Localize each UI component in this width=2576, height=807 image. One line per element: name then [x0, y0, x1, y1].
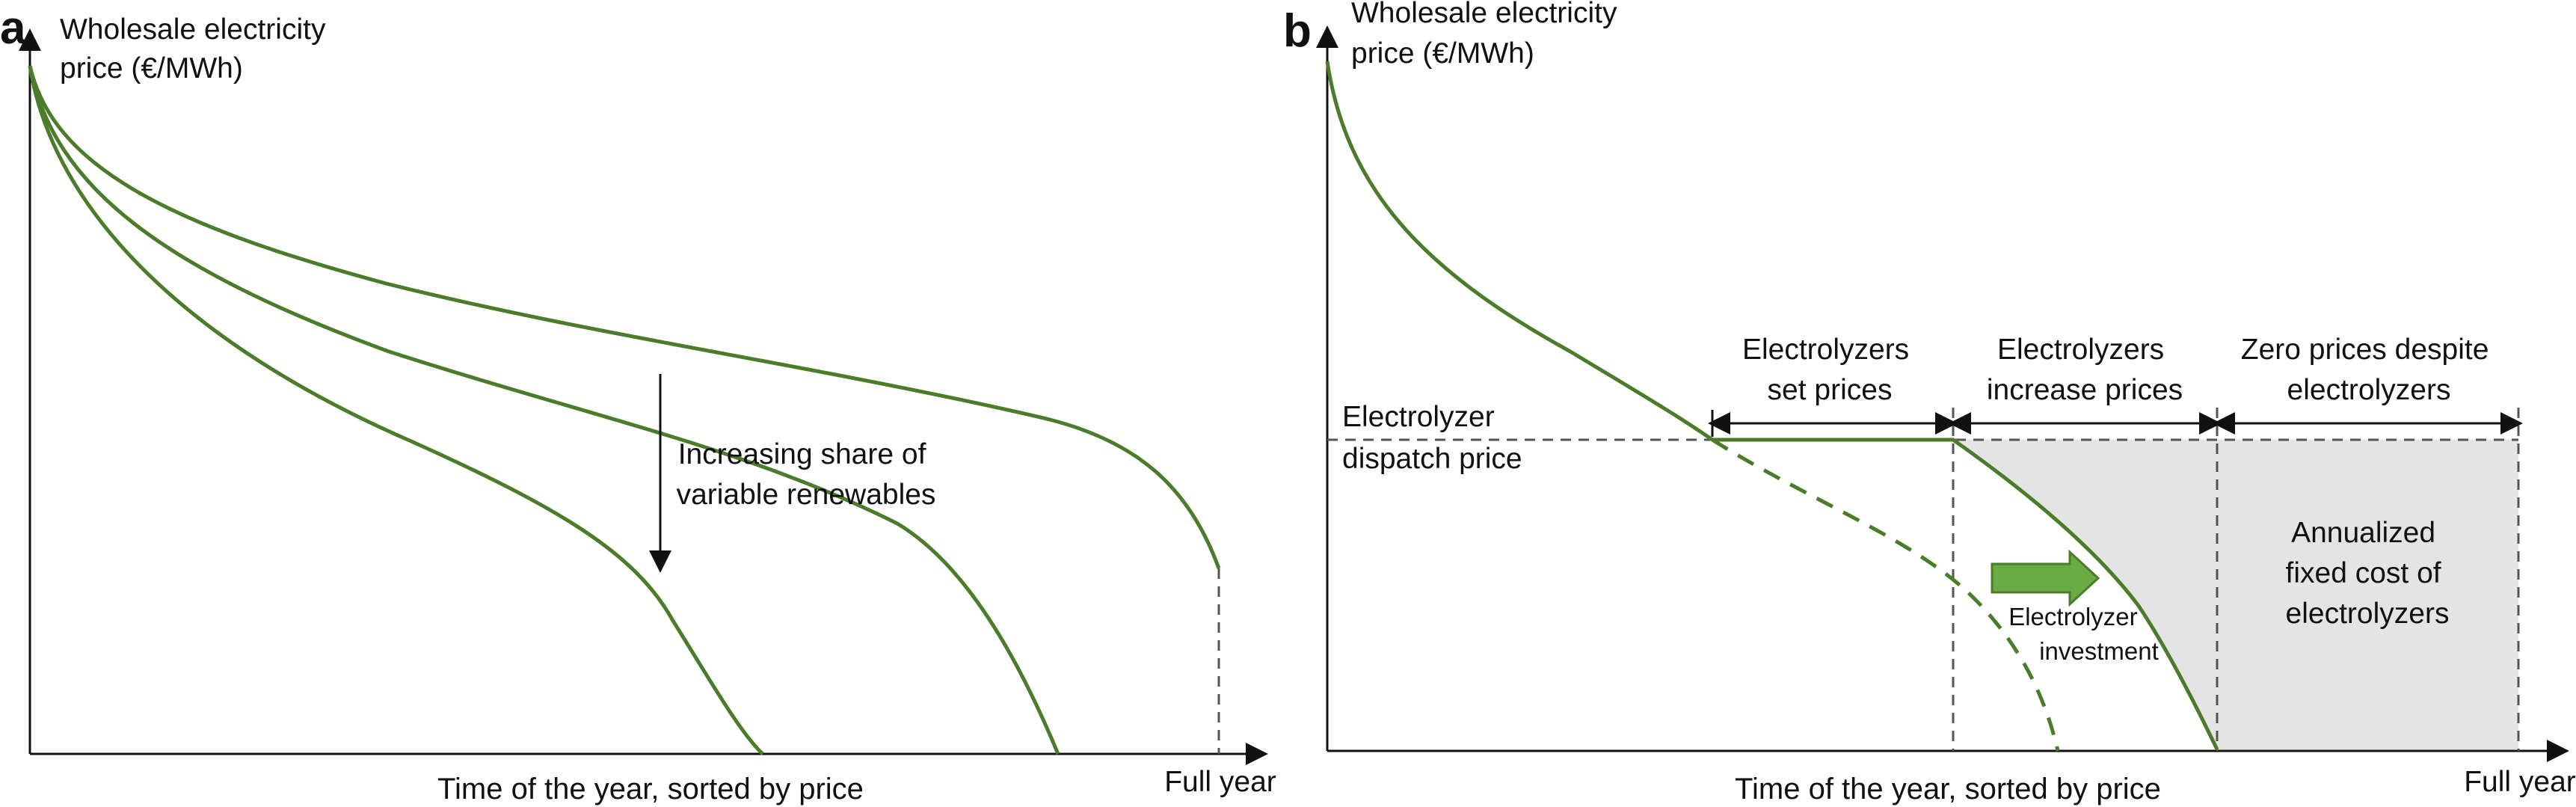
panel-b-investment-line1: Electrolyzer: [2008, 603, 2137, 630]
panel-a-y-label-line2: price (€/MWh): [60, 52, 243, 85]
panel-b-fixed-cost-line2: fixed cost of: [2286, 557, 2441, 589]
panel-b-region-2-line2: increase prices: [1987, 374, 2183, 406]
panel-b-full-year-label: Full year: [2464, 766, 2576, 798]
panel-b-dispatch-line2: dispatch price: [1342, 443, 1522, 475]
panel-a-curve-low-renewables: [28, 65, 1221, 569]
panel-b-fixed-cost-area: [1953, 440, 2518, 749]
panel-b: b Wholesale electricity price (€/MWh) El…: [1283, 0, 2576, 806]
panel-a-annotation-line2: variable renewables: [677, 479, 936, 511]
panel-a: a Wholesale electricity price (€/MWh) In…: [0, 2, 1276, 806]
panel-a-full-year-label: Full year: [1164, 766, 1276, 798]
panel-b-investment-arrow-icon: [1991, 549, 2100, 607]
panel-b-region-3-line2: electrolyzers: [2287, 374, 2451, 406]
panel-b-letter: b: [1283, 5, 1312, 57]
panel-a-annotation: Increasing share of variable renewables: [677, 438, 936, 511]
panel-a-annotation-line1: Increasing share of: [678, 438, 926, 470]
panel-b-region-3-line1: Zero prices despite: [2241, 334, 2489, 366]
panel-a-x-axis-label: Time of the year, sorted by price: [437, 773, 864, 806]
panel-b-curve-with-electrolyzers: [1325, 61, 2219, 751]
panel-b-y-label-line2: price (€/MWh): [1351, 37, 1534, 70]
panel-b-x-axis-label: Time of the year, sorted by price: [1735, 773, 2161, 806]
panel-a-y-axis-label: Wholesale electricity price (€/MWh): [60, 13, 333, 85]
panel-b-region-label-increase-prices: Electrolyzers increase prices: [1987, 334, 2183, 406]
panel-b-y-label-line1: Wholesale electricity: [1351, 0, 1617, 29]
panel-b-curve-without-electrolyzers: [1711, 438, 2060, 752]
panel-a-letter: a: [0, 2, 26, 54]
panel-b-investment-line2: investment: [2039, 637, 2159, 665]
panel-b-y-axis-label: Wholesale electricity price (€/MWh): [1351, 0, 1625, 70]
panel-a-y-label-line1: Wholesale electricity: [60, 13, 326, 46]
panel-b-region-1-line2: set prices: [1768, 374, 1893, 406]
panel-b-fixed-cost-line3: electrolyzers: [2286, 598, 2450, 630]
panel-b-region-label-set-prices: Electrolyzers set prices: [1742, 334, 1917, 406]
panel-a-curve-high-renewables: [28, 65, 764, 755]
panel-b-fixed-cost-label: Annualized fixed cost of electrolyzers: [2286, 517, 2450, 630]
panel-b-region-1-line1: Electrolyzers: [1742, 334, 1909, 366]
panel-b-dispatch-price-label: Electrolyzer dispatch price: [1342, 401, 1522, 475]
panel-b-dispatch-line1: Electrolyzer: [1342, 401, 1495, 433]
panel-a-curve-mid-renewables: [28, 65, 1060, 755]
panel-b-region-2-line1: Electrolyzers: [1997, 334, 2164, 366]
panel-b-fixed-cost-line1: Annualized: [2291, 517, 2435, 549]
panel-b-region-label-zero-prices: Zero prices despite electrolyzers: [2241, 334, 2497, 406]
panel-b-investment-label: Electrolyzer investment: [2008, 603, 2159, 665]
